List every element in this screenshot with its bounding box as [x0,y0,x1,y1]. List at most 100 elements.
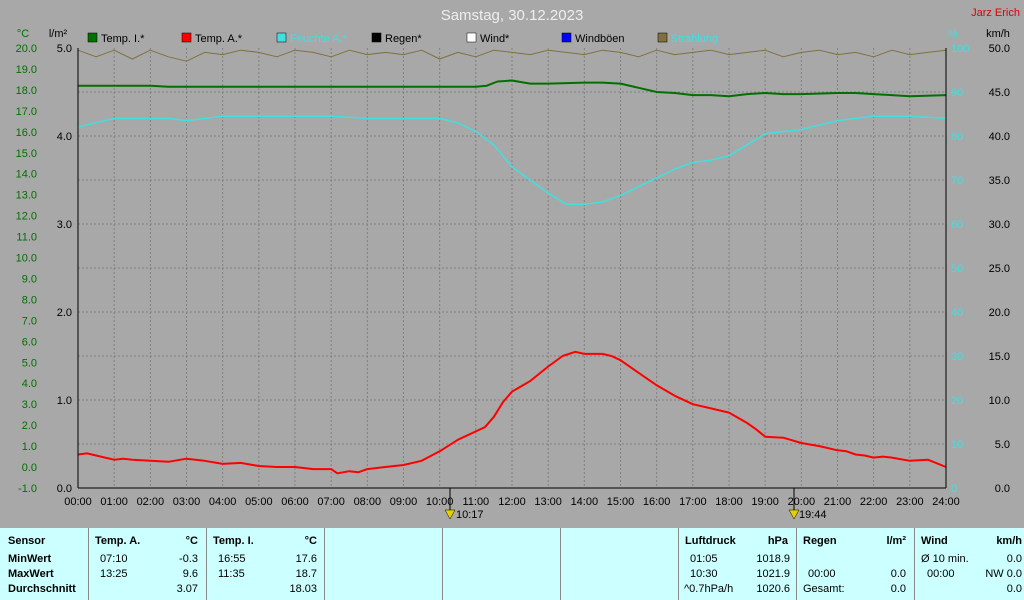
legend-swatch [87,32,98,43]
y-rain-tick-label: 2.0 [57,307,72,319]
y-humidity-tick-label: 90 [951,87,963,99]
x-tick-label: 00:00 [64,496,92,508]
y-temp-tick-label: 19.0 [16,64,37,76]
x-tick-label: 12:00 [498,496,526,508]
x-tick-label: 09:00 [390,496,418,508]
y-temp-tick-label: 17.0 [16,106,37,118]
wind-avg-label: Ø 10 min. [921,553,969,565]
legend-label: Strahlung [671,33,718,45]
divider [560,528,561,600]
y-wind-tick-label: 10.0 [989,395,1010,407]
y-humidity-tick-label: 10 [951,439,963,451]
divider [678,528,679,600]
y-temp-tick-label: 4.0 [22,378,37,390]
temp-i-max-value: 18.7 [295,568,317,580]
temp-a-min-value: -0.3 [179,553,198,565]
divider [796,528,797,600]
temp-i-header: Temp. I. [213,535,254,547]
temp-i-min-value: 17.6 [295,553,317,565]
y-rain-tick-label: 5.0 [57,43,72,55]
x-tick-label: 10:00 [426,496,454,508]
legend-swatch [181,32,192,43]
sensor-header: Sensor [8,535,46,547]
series-layer [77,49,947,475]
y-temp-tick-label: 18.0 [16,85,37,97]
x-tick-label: 03:00 [173,496,201,508]
y-temp-tick-label: 6.0 [22,336,37,348]
y-wind-tick-label: 30.0 [989,219,1010,231]
wind-third-value: 0.0 [1006,583,1022,595]
row-label-avg: Durchschnitt [8,583,76,595]
x-tick-label: 08:00 [354,496,382,508]
y-wind-tick-label: 25.0 [989,263,1010,275]
y-temp-tick-label: 7.0 [22,315,37,327]
weather-chart: 00:00 01:00 02:00 03:00 04:00 05:00 06:00 07:00… [16,7,1020,521]
rain-total-label: Gesamt: [803,583,845,595]
y-wind-tick-label: 5.0 [995,439,1010,451]
x-tick-label: 17:00 [679,496,707,508]
y-humidity-tick-label: 80 [951,131,963,143]
chart-title: Samstag, 30.12.2023 [441,7,584,24]
wind-header: Wind [921,535,948,547]
y-rain-tick-label: 0.0 [57,483,72,495]
y-temp-tick-label: 0.0 [22,462,37,474]
legend-swatch [561,32,572,43]
temp-i-avg-value: 18.03 [289,583,317,595]
y-wind-tick-label: 45.0 [989,87,1010,99]
sunset-icon [788,509,800,520]
grid [78,48,946,488]
series-line [78,79,947,98]
y-temp-tick-label: 16.0 [16,127,37,139]
x-tick-label: 01:00 [100,496,128,508]
y-rain-tick-label: 1.0 [57,395,72,407]
x-tick-label: 11:00 [462,496,489,508]
y-temp-tick-label: 11.0 [16,232,37,244]
y-temp-tick-label: 8.0 [22,294,37,306]
sunset-marker: 19:44 [788,488,827,521]
temp-a-max-time: 13:25 [100,568,128,580]
rain-header: Regen [803,535,837,547]
y-humidity-tick-label: 0 [951,483,957,495]
series-line [77,350,947,475]
y-temp-tick-label: 2.0 [22,420,37,432]
legend-label: Windböen [575,33,625,45]
y-humidity-tick-label: 60 [951,219,963,231]
y-temp-tick-label: 13.0 [16,190,37,202]
temp-i-max-time: 11:35 [218,568,245,580]
x-tick-label: 02:00 [137,496,165,508]
stats-table: Sensor MinWert MaxWert Durchschnitt Temp… [0,528,1024,600]
rain-max-value: 0.0 [890,568,906,580]
x-tick-label: 21:00 [824,496,852,508]
y-rain-tick-label: 3.0 [57,219,72,231]
y-temp-tick-label: 5.0 [22,357,37,369]
unit-wind-label: km/h [986,28,1010,40]
sunset-time: 19:44 [799,509,827,521]
temp-a-max-value: 9.6 [182,568,198,580]
x-tick-label: 23:00 [896,496,924,508]
y-temp-tick-label: -1.0 [18,483,37,495]
temp-i-min-time: 16:55 [218,553,246,565]
pressure-min-value: 1018.9 [756,553,790,565]
legend: Temp. I.* Temp. A.* Feuchte A.* Regen* Wind*… [87,32,718,45]
y-wind-tick-label: 40.0 [989,131,1010,143]
y-temp-tick-label: 1.0 [22,441,37,453]
row-label-max: MaxWert [8,568,54,580]
wind-unit: km/h [996,535,1022,547]
rain-unit: l/m² [886,535,906,547]
y-wind-tick-label: 0.0 [995,483,1010,495]
y-temp-tick-label: 3.0 [22,399,37,411]
pressure-max-value: 1021.9 [756,568,790,580]
pressure-trend: ^0.7hPa/h [684,583,734,595]
divider [442,528,443,600]
legend-label: Temp. I.* [101,33,145,45]
legend-swatch [276,32,287,43]
wind-max-value: NW 0.0 [985,568,1022,580]
temp-a-header: Temp. A. [95,535,141,547]
x-tick-label: 13:00 [534,496,562,508]
sunrise-marker: 10:17 [444,488,484,521]
x-tick-label: 06:00 [281,496,309,508]
divider [88,528,89,600]
x-tick-label: 16:00 [643,496,671,508]
pressure-unit: hPa [767,535,788,547]
legend-label: Wind* [480,33,510,45]
